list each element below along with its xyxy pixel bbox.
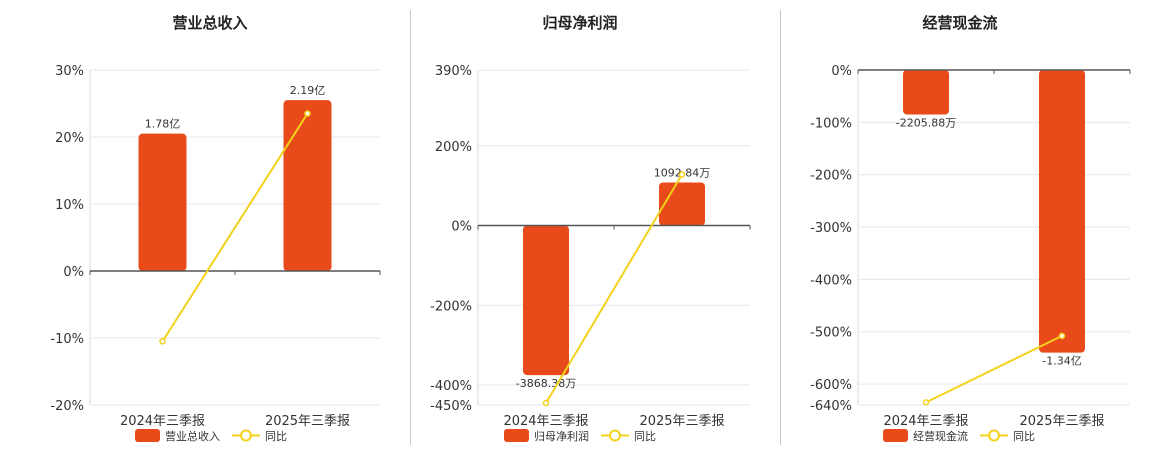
y-tick-label: -200%	[810, 169, 852, 184]
bar	[659, 182, 705, 226]
bar-data-label: -3868.38万	[516, 377, 576, 390]
bar-data-label: -1.34亿	[1042, 355, 1081, 368]
legend-line-marker	[988, 429, 1000, 442]
x-category-label: 2025年三季报	[639, 414, 724, 429]
y-tick-label: 0%	[831, 64, 852, 79]
y-tick-label: 30%	[55, 64, 84, 79]
yoy-line	[545, 173, 683, 404]
bar-data-label: 1.78亿	[145, 118, 181, 131]
y-tick-label: 0%	[63, 265, 84, 280]
yoy-point	[922, 399, 930, 406]
y-tick-label: -100%	[810, 116, 852, 131]
legend-bar-label: 归母净利润	[534, 429, 589, 443]
legend-bar-swatch	[135, 429, 160, 442]
y-tick-label: -200%	[430, 299, 472, 314]
bar-data-label: 2.19亿	[290, 84, 326, 97]
bar	[903, 70, 949, 115]
bar-data-label: -2205.88万	[896, 116, 956, 129]
y-tick-label: 20%	[55, 131, 84, 146]
plot-area: -20% -10% 0% 10% 20% 30% 1.78亿 2.19亿 2024年三季报 202…	[50, 64, 381, 443]
x-category-label: 2024年三季报	[503, 414, 588, 429]
y-tick-label: -640%	[810, 399, 852, 414]
legend-bar-swatch	[504, 429, 529, 442]
chart-title: 归母净利润	[542, 14, 617, 32]
bar	[1039, 70, 1085, 353]
y-tick-label: -500%	[810, 326, 852, 341]
legend-line-label: 同比	[634, 430, 656, 443]
panel-divider	[410, 10, 411, 445]
x-category-label: 2025年三季报	[1019, 414, 1104, 429]
yoy-point	[678, 171, 686, 178]
y-tick-label: 0%	[451, 220, 472, 235]
bar	[283, 100, 332, 272]
legend-line-marker	[609, 429, 621, 442]
legend-line-label: 同比	[1013, 430, 1035, 443]
y-tick-label: -300%	[810, 221, 852, 236]
x-category-label: 2024年三季报	[120, 414, 205, 429]
panel-divider	[780, 10, 781, 445]
plot-area: -450%-400%-200%0%200%390%-3868.38万1092.8…	[430, 64, 751, 443]
legend-line-marker	[240, 429, 252, 442]
yoy-point	[159, 338, 166, 345]
yoy-point	[1058, 332, 1066, 340]
yoy-line	[161, 113, 309, 342]
chart-panel-net-profit: 归母净利润 -450% -400% -200% 0% 200% 390% -3868.38万…	[410, 0, 785, 450]
legend-bar-swatch	[883, 429, 908, 442]
legend-line-label: 同比	[265, 430, 287, 443]
legend-bar-label: 经营现金流	[913, 429, 968, 443]
chart-svg-operating-cashflow: 经营现金流 -640% -600% -500% -400% -300% -200% -100…	[810, 14, 1131, 443]
y-tick-label: -20%	[50, 399, 84, 414]
plot-area: -640% -600% -500% -400% -300% -200% -100% 0% -22…	[810, 64, 1131, 443]
yoy-point	[304, 110, 311, 117]
bar	[138, 133, 187, 271]
y-tick-label: -600%	[810, 378, 852, 393]
chart-svg-revenue: 营业总收入 -20% -10% 0% 10% 20% 30% 1.78亿 2.19亿 2024年…	[50, 14, 381, 443]
y-tick-label: 200%	[435, 140, 472, 155]
y-tick-label: -400%	[810, 273, 852, 288]
y-tick-label: 390%	[435, 64, 472, 79]
y-tick-label: -10%	[50, 332, 84, 347]
y-tick-label: 10%	[55, 198, 84, 213]
chart-title: 经营现金流	[922, 14, 997, 32]
x-category-label: 2025年三季报	[265, 414, 350, 429]
yoy-line	[925, 335, 1063, 404]
chart-panel-revenue: 营业总收入 -20% -10% 0% 10% 20% 30% 1.78亿 2.19亿 2024年…	[35, 0, 410, 450]
x-category-label: 2024年三季报	[883, 414, 968, 429]
legend-bar-label: 营业总收入	[165, 429, 220, 443]
y-tick-label: -400%	[430, 379, 472, 394]
bar	[523, 225, 569, 376]
y-tick-label: -450%	[430, 399, 472, 414]
chart-title: 营业总收入	[172, 14, 247, 32]
chart-svg-net-profit: 归母净利润 -450% -400% -200% 0% 200% 390% -3868.38万…	[430, 14, 751, 443]
chart-panel-operating-cashflow: 经营现金流 -640% -600% -500% -400% -300% -200% -100…	[780, 0, 1155, 450]
yoy-point	[542, 399, 550, 407]
